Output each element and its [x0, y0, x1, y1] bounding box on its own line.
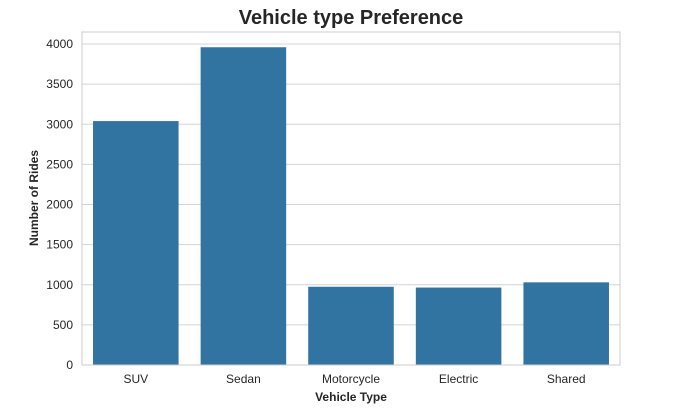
- y-tick-label: 1000: [46, 278, 73, 292]
- bar-sedan: [200, 47, 287, 365]
- y-tick-label: 2500: [46, 157, 73, 171]
- y-axis-label: Number of Rides: [27, 150, 41, 246]
- y-tick-labels: 0 500 1000 1500 2000 2500 3000 3500 4000: [46, 37, 73, 372]
- plot-frame: [81, 31, 621, 366]
- y-tick-label: 500: [53, 318, 73, 332]
- y-tick-label: 4000: [46, 37, 73, 51]
- x-tick-label: Shared: [547, 372, 586, 386]
- y-tick-label: 3500: [46, 77, 73, 91]
- x-tick-label: Sedan: [226, 372, 261, 386]
- bar-shared: [523, 282, 609, 365]
- x-tick-label: Electric: [439, 372, 478, 386]
- x-tick-label: SUV: [123, 372, 148, 386]
- x-axis-label: Vehicle Type: [315, 390, 387, 404]
- y-tick-label: 2000: [46, 198, 73, 212]
- x-tick-labels: SUV Sedan Motorcycle Electric Shared: [123, 372, 585, 386]
- y-tick-label: 1500: [46, 238, 73, 252]
- bar-suv: [93, 121, 179, 365]
- y-tick-label: 0: [66, 358, 73, 372]
- y-tick-label: 3000: [46, 117, 73, 131]
- bar-electric: [415, 287, 502, 365]
- x-tick-label: Motorcycle: [322, 372, 380, 386]
- bar-motorcycle: [308, 286, 394, 365]
- chart-title: Vehicle type Preference: [239, 7, 464, 29]
- bars: [93, 47, 609, 365]
